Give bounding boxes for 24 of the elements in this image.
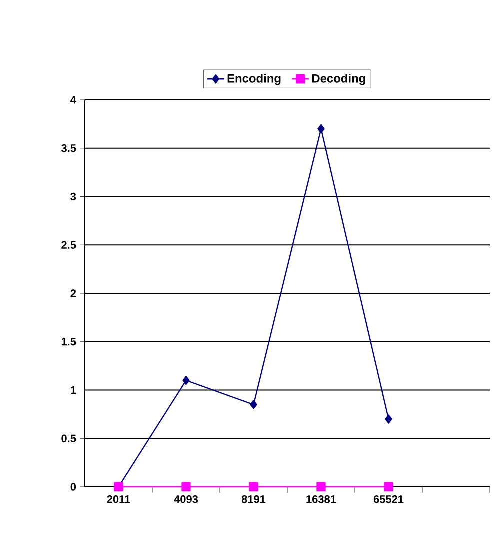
y-tick-label: 2	[70, 290, 76, 298]
point	[316, 482, 326, 492]
y-tick-label: 0	[70, 483, 76, 491]
legend-label: Decoding	[312, 74, 366, 86]
x-tick-label: 16381	[306, 496, 336, 504]
y-tick-label: 2.5	[62, 241, 76, 250]
point	[250, 400, 258, 410]
y-tick-label: 3	[70, 192, 76, 201]
point	[384, 482, 394, 492]
point	[182, 482, 191, 492]
legend-label: Encoding	[228, 74, 281, 86]
y-tick-label: 1	[71, 386, 76, 394]
point	[385, 414, 392, 424]
y-tick-label: 3.5	[61, 144, 76, 152]
x-tick-label: 2011	[107, 496, 130, 504]
y-tick-label: 1.5	[62, 338, 76, 346]
y-tick-label: 0.5	[62, 434, 76, 443]
point	[249, 482, 258, 492]
x-tick-label: 4093	[174, 496, 198, 504]
point	[318, 124, 325, 134]
point	[182, 376, 190, 386]
x-tick-label: 8191	[242, 496, 266, 504]
x-tick-label: 65521	[374, 496, 404, 504]
y-tick-label: 4	[70, 96, 76, 104]
